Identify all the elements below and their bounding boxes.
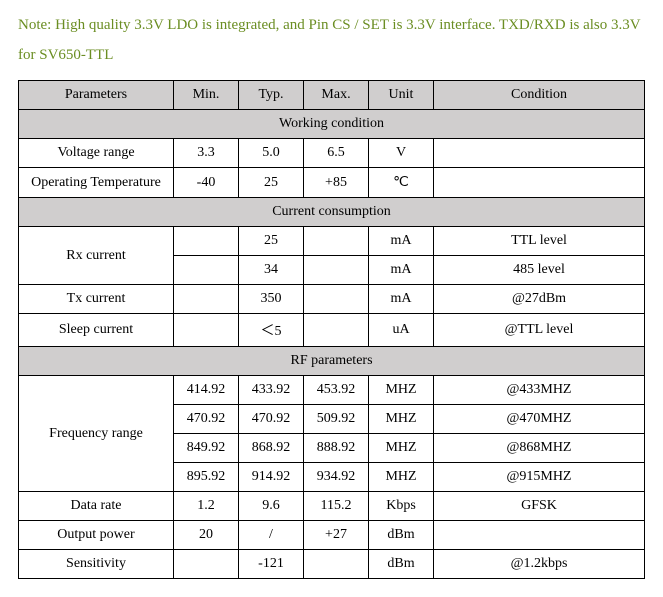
cell-min: 414.92 [174,376,239,405]
cell-typ: / [239,521,304,550]
cell-typ: 9.6 [239,492,304,521]
cell-unit: dBm [369,521,434,550]
cell-label: Frequency range [19,376,174,492]
cell-unit: MHZ [369,463,434,492]
header-min: Min. [174,81,239,110]
section-label: Working condition [19,110,645,139]
cell-label: Sleep current [19,314,174,347]
cell-typ: 25 [239,168,304,198]
cell-max: 115.2 [304,492,369,521]
cell-min: 470.92 [174,405,239,434]
cell-cond: @1.2kbps [434,550,645,579]
cell-min: 3.3 [174,139,239,168]
cell-label: Sensitivity [19,550,174,579]
cell-min: 849.92 [174,434,239,463]
cell-typ: 5.0 [239,139,304,168]
cell-typ: 470.92 [239,405,304,434]
cell-cond: TTL level [434,227,645,256]
cell-min: 1.2 [174,492,239,521]
header-condition: Condition [434,81,645,110]
header-parameters: Parameters [19,81,174,110]
cell-max [304,314,369,347]
cell-label: Voltage range [19,139,174,168]
section-working: Working condition [19,110,645,139]
cell-cond: @915MHZ [434,463,645,492]
table-row: Rx current 25 mA TTL level [19,227,645,256]
cell-max [304,227,369,256]
cell-label: Tx current [19,285,174,314]
cell-max: +85 [304,168,369,198]
cell-typ: 350 [239,285,304,314]
cell-typ: 868.92 [239,434,304,463]
cell-min: -40 [174,168,239,198]
cell-cond: @868MHZ [434,434,645,463]
cell-unit: mA [369,256,434,285]
table-row: Sleep current ＜5 uA @TTL level [19,314,645,347]
cell-unit: uA [369,314,434,347]
cell-min [174,256,239,285]
cell-typ: 25 [239,227,304,256]
cell-typ: 433.92 [239,376,304,405]
cell-typ: ＜5 [239,314,304,347]
cell-max: 509.92 [304,405,369,434]
cell-min: 20 [174,521,239,550]
header-max: Max. [304,81,369,110]
section-current: Current consumption [19,198,645,227]
cell-label: Rx current [19,227,174,285]
section-rf: RF parameters [19,347,645,376]
cell-unit: mA [369,285,434,314]
cell-cond: GFSK [434,492,645,521]
cell-min [174,285,239,314]
parameters-table: Parameters Min. Typ. Max. Unit Condition… [18,80,645,579]
cell-unit: MHZ [369,405,434,434]
table-row: Sensitivity -121 dBm @1.2kbps [19,550,645,579]
cell-label: Operating Temperature [19,168,174,198]
cell-cond: @433MHZ [434,376,645,405]
cell-cond: @27dBm [434,285,645,314]
cell-max: 934.92 [304,463,369,492]
cell-min: 895.92 [174,463,239,492]
cell-unit: V [369,139,434,168]
cell-unit: Kbps [369,492,434,521]
cell-cond [434,168,645,198]
header-unit: Unit [369,81,434,110]
cell-min [174,550,239,579]
note-text: Note: High quality 3.3V LDO is integrate… [18,10,645,70]
header-typ: Typ. [239,81,304,110]
table-row: Voltage range 3.3 5.0 6.5 V [19,139,645,168]
cell-label: Output power [19,521,174,550]
cell-max [304,285,369,314]
cell-max [304,550,369,579]
cell-max: 6.5 [304,139,369,168]
cell-unit: MHZ [369,376,434,405]
cell-cond: @TTL level [434,314,645,347]
section-label: Current consumption [19,198,645,227]
cell-max: 453.92 [304,376,369,405]
cell-typ: 914.92 [239,463,304,492]
cell-label: Data rate [19,492,174,521]
cell-unit: mA [369,227,434,256]
table-row: Tx current 350 mA @27dBm [19,285,645,314]
cell-max [304,256,369,285]
cell-unit: MHZ [369,434,434,463]
table-row: Frequency range 414.92 433.92 453.92 MHZ… [19,376,645,405]
header-row: Parameters Min. Typ. Max. Unit Condition [19,81,645,110]
cell-min [174,314,239,347]
table-row: Output power 20 / +27 dBm [19,521,645,550]
cell-min [174,227,239,256]
table-row: Data rate 1.2 9.6 115.2 Kbps GFSK [19,492,645,521]
cell-cond: @470MHZ [434,405,645,434]
cell-unit: ℃ [369,168,434,198]
table-row: Operating Temperature -40 25 +85 ℃ [19,168,645,198]
cell-cond: 485 level [434,256,645,285]
cell-cond [434,521,645,550]
cell-cond [434,139,645,168]
cell-unit: dBm [369,550,434,579]
section-label: RF parameters [19,347,645,376]
cell-max: +27 [304,521,369,550]
cell-max: 888.92 [304,434,369,463]
cell-typ: 34 [239,256,304,285]
cell-typ: -121 [239,550,304,579]
